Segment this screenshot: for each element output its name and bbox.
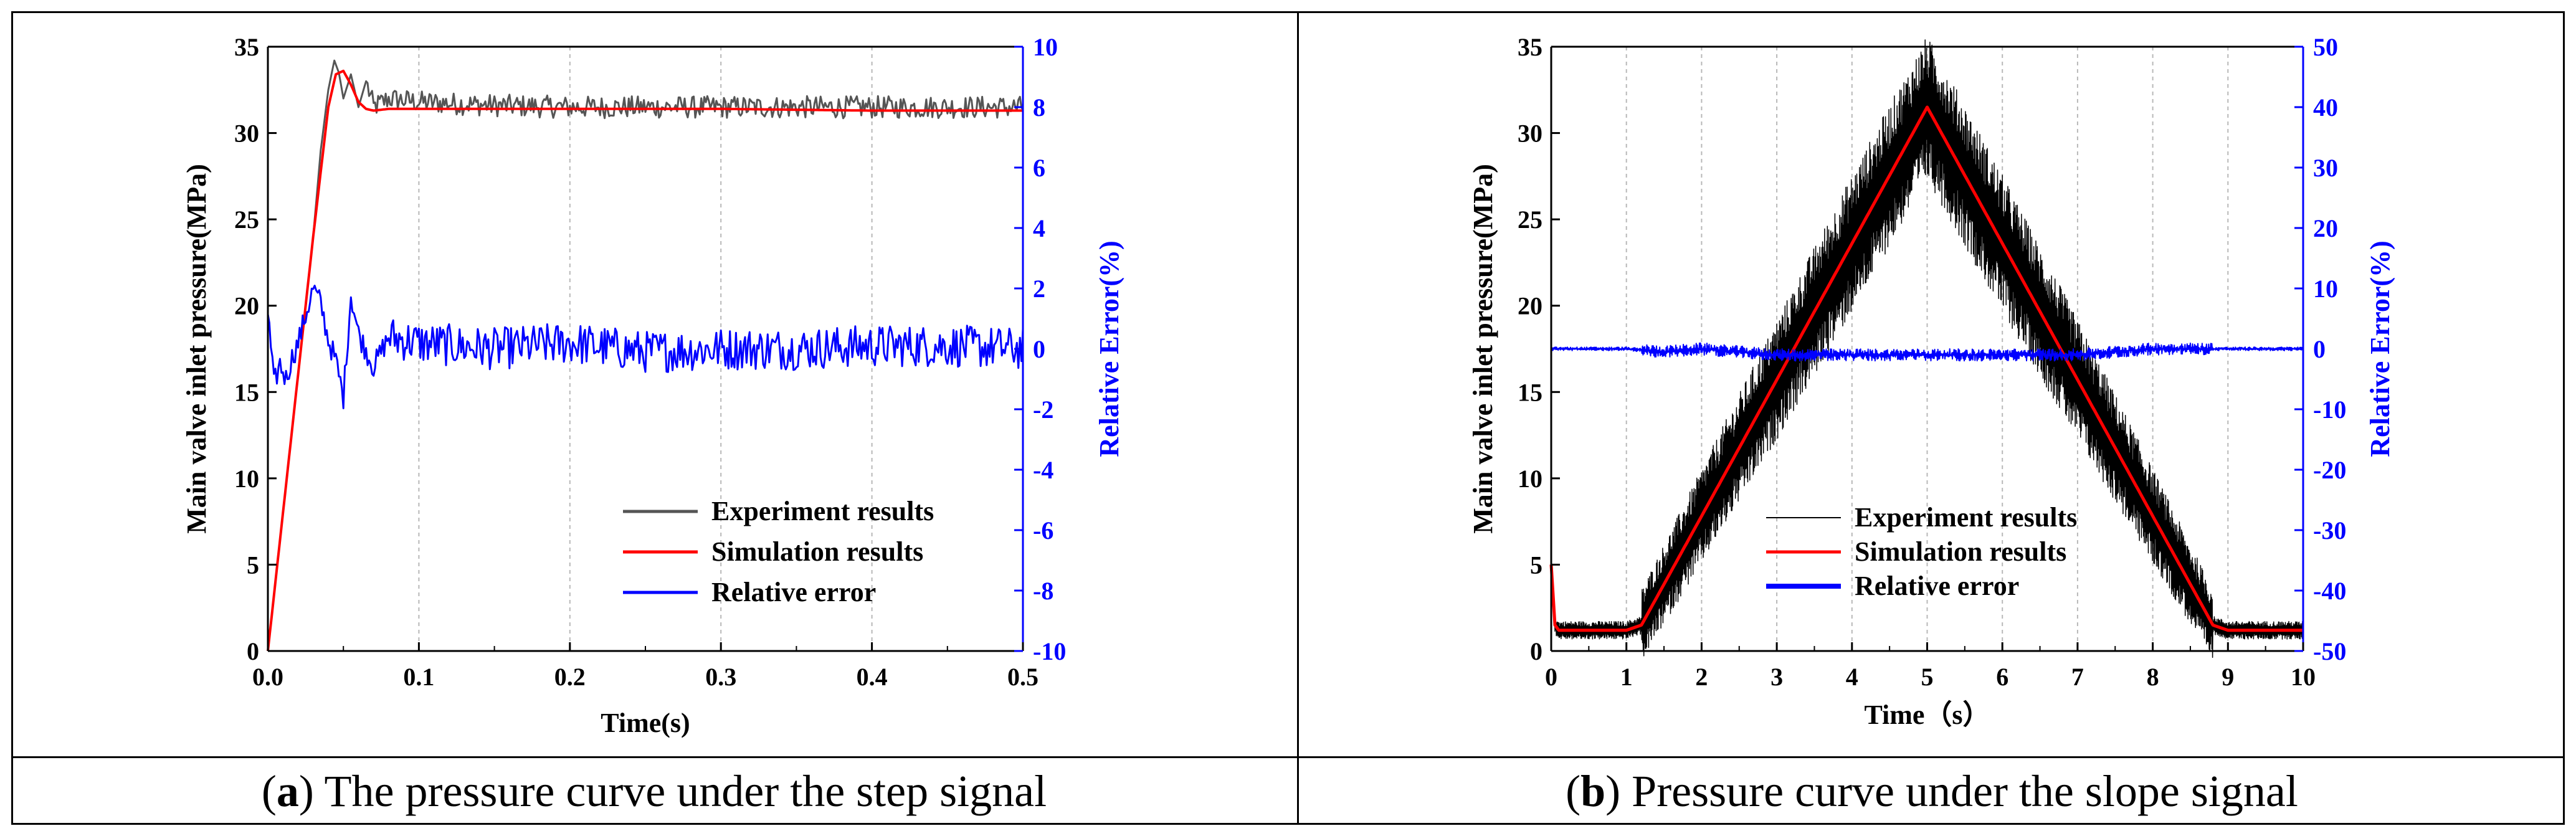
chart-a-y-tick-label: 25 <box>234 206 259 234</box>
chart-a-y2-tick-label: -2 <box>1033 396 1053 424</box>
chart-b-y-tick-label: 15 <box>1518 378 1542 406</box>
chart-b-y2-tick-label: -30 <box>2313 516 2346 544</box>
chart-b-legend-label: Experiment results <box>1855 502 2077 533</box>
chart-b-y-tick-label: 30 <box>1518 120 1542 148</box>
chart-b-x-tick-label: 4 <box>1846 663 1858 691</box>
chart-a-y2-tick-label: -4 <box>1033 456 1053 484</box>
chart-b-y-axis-title: Main valve inlet pressure(MPa) <box>1468 164 1498 534</box>
chart-b-x-tick-label: 7 <box>2071 663 2084 691</box>
chart-b-y2-tick-label: 30 <box>2313 154 2338 182</box>
chart-a-y-tick-label: 20 <box>234 292 259 320</box>
chart-b-y-tick-label: 25 <box>1518 206 1542 234</box>
chart-b-y-tick-label: 35 <box>1518 33 1542 61</box>
chart-a-y2-tick-label: 2 <box>1033 275 1045 303</box>
chart-a-y2-tick-label: 10 <box>1033 33 1058 61</box>
chart-a-legend-label: Simulation results <box>711 536 923 567</box>
chart-a-y-tick-label: 0 <box>247 637 259 665</box>
chart-b-x-tick-label: 10 <box>2291 663 2316 691</box>
chart-a-x-tick-label: 0.2 <box>554 663 586 691</box>
chart-b-y-tick-label: 10 <box>1518 465 1542 493</box>
caption-b-letter: b <box>1580 766 1606 816</box>
chart-a-legend-label: Experiment results <box>711 496 934 526</box>
chart-a-y-tick-label: 35 <box>234 33 259 61</box>
chart-a-y2-tick-label: -10 <box>1033 637 1066 665</box>
chart-b-y2-tick-label: -20 <box>2313 456 2346 484</box>
chart-b-x-tick-label: 2 <box>1695 663 1708 691</box>
chart-b-x-tick-label: 8 <box>2147 663 2159 691</box>
chart-a-y2-axis-title: Relative Error(%) <box>1094 240 1124 457</box>
chart-b-x-tick-label: 9 <box>2222 663 2234 691</box>
chart-b-legend-label: Simulation results <box>1855 536 2066 567</box>
chart-a-y2-tick-label: 4 <box>1033 214 1045 242</box>
caption-b: (b) Pressure curve under the slope signa… <box>1566 766 2298 816</box>
chart-b-x-tick-label: 1 <box>1620 663 1633 691</box>
chart-a-y2-tick-label: 6 <box>1033 154 1045 182</box>
chart-a-series-experiment-results <box>267 59 1024 652</box>
chart-b-x-tick-label: 6 <box>1996 663 2008 691</box>
chart-b-y2-tick-label: 20 <box>2313 214 2338 242</box>
chart-canvas: 0.0 0.1 0.2 0.3 0.4 0.505101520253035-10-8-6-… <box>181 33 2395 738</box>
chart-a-y-axis-title: Main valve inlet pressure(MPa) <box>181 164 212 534</box>
chart-a-legend-label: Relative error <box>711 577 876 607</box>
chart-a-y2-tick-label: -6 <box>1033 516 1053 544</box>
chart-a-x-axis-title: Time(s) <box>601 708 690 738</box>
caption-a-letter: a <box>276 766 299 816</box>
chart-b-y2-tick-label: 50 <box>2313 33 2338 61</box>
chart-b-y2-tick-label: -10 <box>2313 396 2346 424</box>
chart-b-x-axis-title: Time（s） <box>1864 700 1990 730</box>
chart-a-y-tick-label: 15 <box>234 378 259 406</box>
chart-a-y-tick-label: 30 <box>234 120 259 148</box>
figure-frame <box>11 11 2565 825</box>
chart-a-y2-tick-label: -8 <box>1033 577 1053 605</box>
chart-b-x-tick-label: 3 <box>1770 663 1783 691</box>
chart-a-x-tick-label: 0.1 <box>403 663 434 691</box>
chart-a-series-simulation-results <box>267 69 1023 652</box>
chart-a-y2-tick-label: 0 <box>1033 335 1045 363</box>
chart-b-x-tick-label: 0 <box>1545 663 1557 691</box>
chart-b-series-simulation-results <box>1549 105 2303 632</box>
chart-b-y-tick-label: 0 <box>1530 637 1542 665</box>
chart-b-y2-axis-title: Relative Error(%) <box>2365 240 2395 457</box>
panel-divider-vertical <box>1297 11 1299 825</box>
chart-b-legend-label: Relative error <box>1855 571 2019 601</box>
chart-b-y2-tick-label: 10 <box>2313 275 2338 303</box>
chart-b-y-tick-label: 5 <box>1530 551 1542 579</box>
chart-a-series-relative-error <box>267 285 1024 409</box>
chart-a-y2-tick-label: 8 <box>1033 93 1045 121</box>
chart-b-y-tick-label: 20 <box>1518 292 1542 320</box>
chart-a-x-tick-label: 0.0 <box>252 663 283 691</box>
caption-divider <box>11 756 2565 758</box>
chart-b-y2-tick-label: -50 <box>2313 637 2346 665</box>
chart-b-y2-tick-label: 40 <box>2313 93 2338 121</box>
chart-a-x-tick-label: 0.5 <box>1007 663 1038 691</box>
chart-b-y2-tick-label: -40 <box>2313 577 2346 605</box>
caption-a: (a) The pressure curve under the step si… <box>261 766 1047 816</box>
chart-a-x-tick-label: 0.4 <box>857 663 888 691</box>
caption-a-text: The pressure curve under the step signal <box>313 766 1047 816</box>
chart-a-y-tick-label: 10 <box>234 465 259 493</box>
chart-b-x-tick-label: 5 <box>1921 663 1934 691</box>
chart-b-y2-tick-label: 0 <box>2313 335 2326 363</box>
chart-b-series-relative-error <box>1551 342 2304 362</box>
chart-a-y-tick-label: 5 <box>247 551 259 579</box>
chart-a-x-tick-label: 0.3 <box>705 663 736 691</box>
caption-b-text: Pressure curve under the slope signal <box>1620 766 2298 816</box>
